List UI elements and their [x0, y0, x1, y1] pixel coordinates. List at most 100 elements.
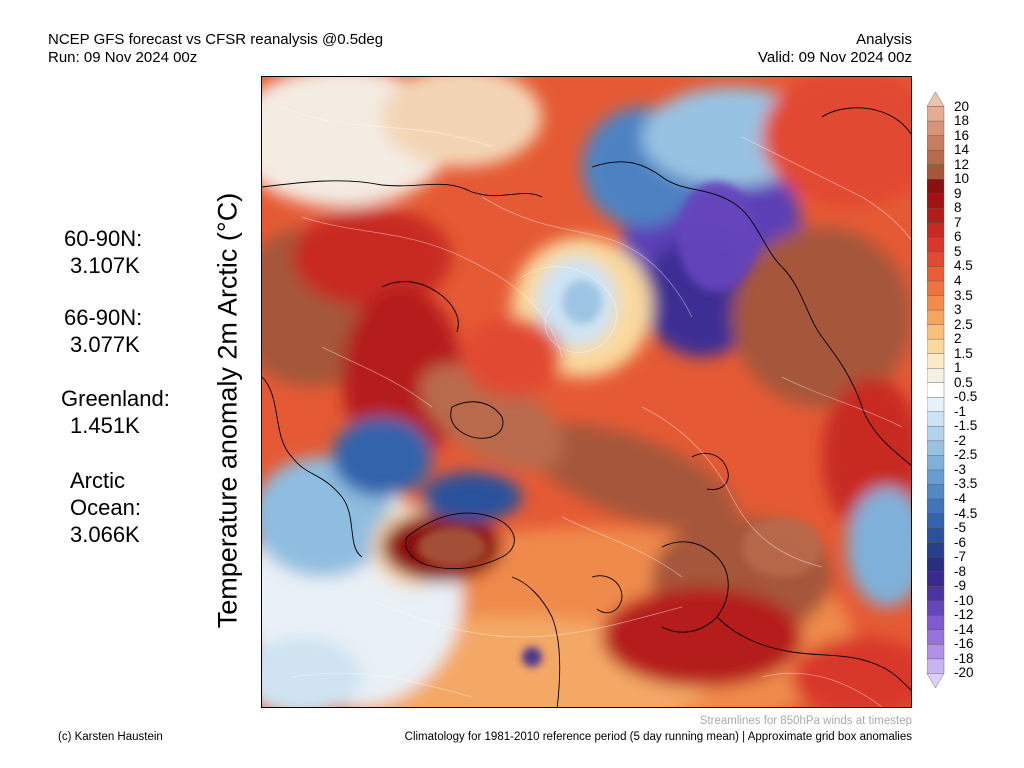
colorbar-swatch [927, 527, 945, 544]
colorbar-swatch [927, 149, 945, 166]
chart-title: NCEP GFS forecast vs CFSR reanalysis @0.… [48, 31, 384, 48]
credit-text: (c) Karsten Haustein [58, 731, 163, 743]
colorbar-swatch [927, 673, 945, 689]
colorbar-label: -10 [954, 592, 974, 608]
stat-block-66-90n: 66-90N: 3.077K [64, 304, 142, 358]
anomaly-detail [417, 182, 822, 667]
colorbar-label: 12 [954, 156, 970, 172]
colorbar-swatch [927, 556, 945, 573]
colorbar-swatch [927, 91, 945, 107]
colorbar-label: 20 [954, 98, 970, 114]
colorbar-swatch [927, 367, 945, 384]
colorbar-label: -20 [954, 665, 974, 681]
y-axis-label: Temperature anomaly 2m Arctic (°C) [212, 192, 243, 629]
colorbar-label: 9 [954, 185, 962, 201]
colorbar-label: 14 [954, 142, 970, 158]
colorbar-swatch [927, 164, 945, 180]
colorbar-label: 1 [954, 360, 962, 376]
stat-value: 3.107K [70, 253, 140, 278]
colorbar-label: -9 [954, 578, 967, 594]
stat-value: 1.451K [70, 413, 140, 438]
colorbar-swatch [927, 600, 945, 616]
colorbar-label: 10 [954, 171, 970, 187]
run-time: Run: 09 Nov 2024 00z [48, 49, 198, 66]
valid-time: Valid: 09 Nov 2024 00z [758, 49, 912, 66]
colorbar-label: 7 [954, 214, 962, 230]
colorbar-label: 8 [954, 200, 962, 216]
colorbar-swatch [927, 411, 945, 427]
colorbar-swatch [927, 179, 945, 195]
colorbar-swatch [927, 309, 945, 326]
colorbar-legend: 20 18 16 14 12 10 9 8 7 6 5 4.5 4 3.5 3 2.5 2 1.5 1 0.5 -0.5… [927, 86, 985, 698]
stat-label: 60-90N: [64, 226, 143, 251]
colorbar-swatch [927, 571, 945, 587]
stat-value: 3.077K [70, 332, 140, 357]
colorbar-swatch [927, 644, 945, 660]
stat-label: Arctic [70, 468, 125, 493]
colorbar-label: 18 [954, 113, 970, 129]
colorbar-swatch [927, 498, 945, 515]
colorbar-label: 4 [954, 272, 962, 288]
coastlines [262, 107, 911, 707]
colorbar-swatch [927, 484, 945, 500]
colorbar-label: -16 [954, 636, 974, 652]
colorbar-swatch [927, 295, 945, 311]
colorbar-label: 6 [954, 229, 962, 245]
anomaly-map [261, 76, 912, 708]
colorbar-swatch [927, 266, 945, 282]
analysis-label: Analysis [856, 31, 912, 48]
map-canvas [262, 77, 911, 707]
colorbar-label: -3.5 [954, 476, 978, 492]
colorbar-swatch [927, 237, 945, 253]
stat-label: Ocean: [70, 495, 141, 520]
colorbar-swatch [927, 455, 945, 471]
colorbar-label: 4.5 [954, 258, 973, 274]
colorbar-swatch [927, 382, 945, 398]
colorbar-label: -8 [954, 563, 967, 579]
colorbar-label: -5 [954, 520, 967, 536]
colorbar-swatch [927, 135, 945, 151]
colorbar-swatch [927, 426, 945, 442]
stat-label: Greenland: [61, 386, 170, 411]
colorbar-label: -18 [954, 650, 974, 666]
colorbar-label: 5 [954, 243, 962, 259]
colorbar-swatches [927, 91, 945, 689]
colorbar-label: 1.5 [954, 345, 973, 361]
colorbar-swatch [927, 324, 945, 340]
colorbar-swatch [927, 338, 945, 355]
colorbar-label: 3 [954, 302, 962, 318]
colorbar-label: 0.5 [954, 374, 973, 390]
colorbar-label: -1.5 [954, 418, 978, 434]
stat-block-greenland: Greenland: 1.451K [61, 385, 170, 439]
climatology-note: Climatology for 1981-2010 reference peri… [404, 731, 912, 743]
colorbar-swatch [927, 120, 945, 137]
colorbar-label: -3 [954, 461, 967, 477]
colorbar-label: 3.5 [954, 287, 973, 303]
colorbar-label: -6 [954, 534, 967, 550]
colorbar-swatch [927, 397, 945, 413]
stat-block-60-90n: 60-90N: 3.107K [64, 225, 142, 279]
colorbar-label: 16 [954, 127, 970, 143]
colorbar-label: -4 [954, 491, 967, 507]
stat-value: 3.066K [70, 522, 140, 547]
colorbar-label: -2.5 [954, 447, 978, 463]
colorbar-label: -4.5 [954, 505, 978, 521]
colorbar-swatch [927, 222, 945, 238]
colorbar-swatch [927, 208, 945, 224]
colorbar-swatch [927, 513, 945, 529]
colorbar-swatch [927, 193, 945, 209]
colorbar-label: 2 [954, 331, 962, 347]
colorbar-swatch [927, 615, 945, 631]
colorbar-label: -1 [954, 403, 967, 419]
colorbar-label: -2 [954, 432, 967, 448]
colorbar-swatch [927, 353, 945, 369]
colorbar-label: -12 [954, 607, 974, 623]
stat-label: 66-90N: [64, 305, 143, 330]
colorbar-swatch [927, 280, 945, 297]
colorbar-swatch [927, 106, 945, 122]
colorbar-swatch [927, 629, 945, 645]
colorbar-swatch [927, 658, 945, 674]
stat-block-arctic-ocean: Arctic Ocean: 3.066K [70, 467, 141, 548]
colorbar-label: 2.5 [954, 316, 973, 332]
colorbar-label: -14 [954, 621, 974, 637]
